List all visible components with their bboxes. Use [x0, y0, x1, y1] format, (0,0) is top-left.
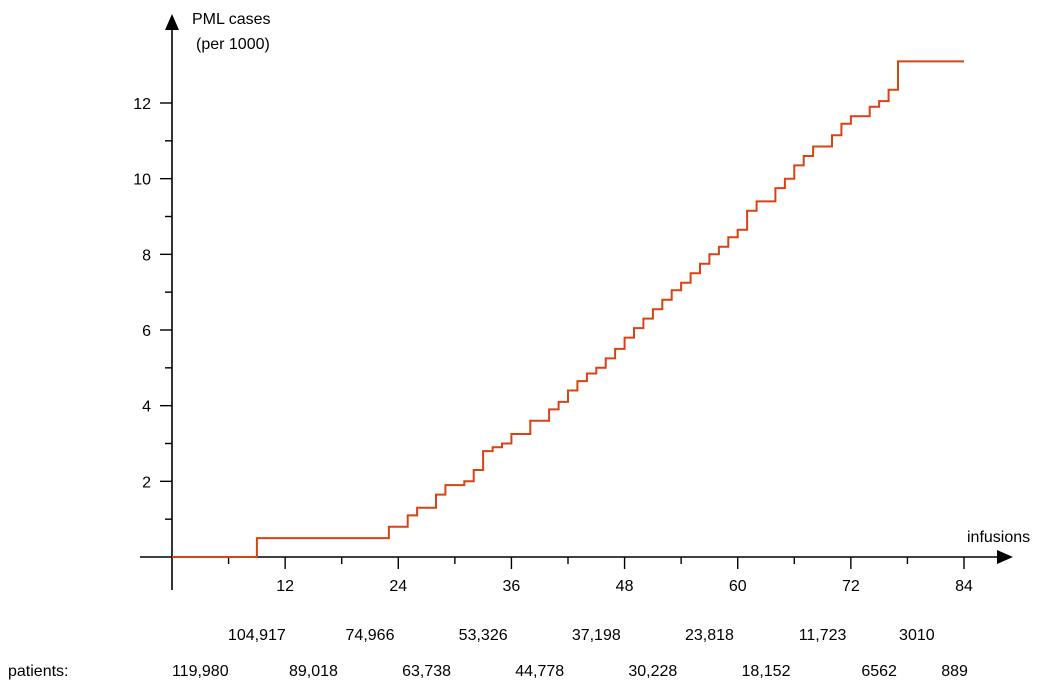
series-layer: [172, 60, 964, 558]
patients-lower-4: 30,228: [628, 663, 677, 680]
x-tick-label-12: 12: [276, 578, 294, 595]
patients-upper-1: 74,966: [346, 627, 395, 644]
patients-upper-6: 3010: [899, 627, 935, 644]
patients-upper-4: 23,818: [685, 627, 734, 644]
patients-upper-2: 53,326: [459, 627, 508, 644]
x-tick-label-60: 60: [729, 578, 747, 595]
ticks-group: [160, 102, 965, 569]
patients-upper-3: 37,198: [572, 627, 621, 644]
y-axis-label-line-1: PML cases: [192, 11, 271, 28]
x-tick-label-48: 48: [616, 578, 634, 595]
x-tick-label-72: 72: [842, 578, 860, 595]
y-axis-label-line-2: (per 1000): [196, 36, 270, 53]
x-axis-label: infusions: [967, 529, 1030, 546]
x-tick-label-24: 24: [389, 578, 407, 595]
x-axis-arrowhead: [997, 550, 1013, 564]
y-axis-arrowhead: [165, 14, 179, 30]
x-tick-label-84: 84: [955, 578, 973, 595]
y-tick-label-12: 12: [133, 96, 151, 113]
y-tick-label-4: 4: [142, 399, 151, 416]
patients-upper-5: 11,723: [799, 627, 847, 644]
axes: PML cases (per 1000) infusions: [140, 11, 1030, 590]
patients-lower-3: 44,778: [515, 663, 564, 680]
patients-lower-1: 89,018: [289, 663, 338, 680]
patients-lower-7: 889: [941, 663, 968, 680]
patients-row-label: patients:: [8, 663, 68, 680]
y-tick-label-2: 2: [142, 474, 151, 491]
patients-upper-0: 104,917: [228, 627, 286, 644]
x-tick-label-36: 36: [503, 578, 521, 595]
y-tick-label-10: 10: [133, 172, 151, 189]
patients-table: patients: 104,917 74,966 53,326 37,198 23,81…: [8, 627, 968, 680]
y-tick-label-8: 8: [142, 247, 151, 264]
y-tick-label-6: 6: [142, 323, 151, 340]
patients-lower-6: 6562: [861, 663, 897, 680]
patients-lower-0: 119,980: [172, 663, 229, 680]
series-line-0: [172, 60, 964, 558]
patients-lower-5: 18,152: [742, 663, 791, 680]
patients-lower-2: 63,738: [402, 663, 451, 680]
